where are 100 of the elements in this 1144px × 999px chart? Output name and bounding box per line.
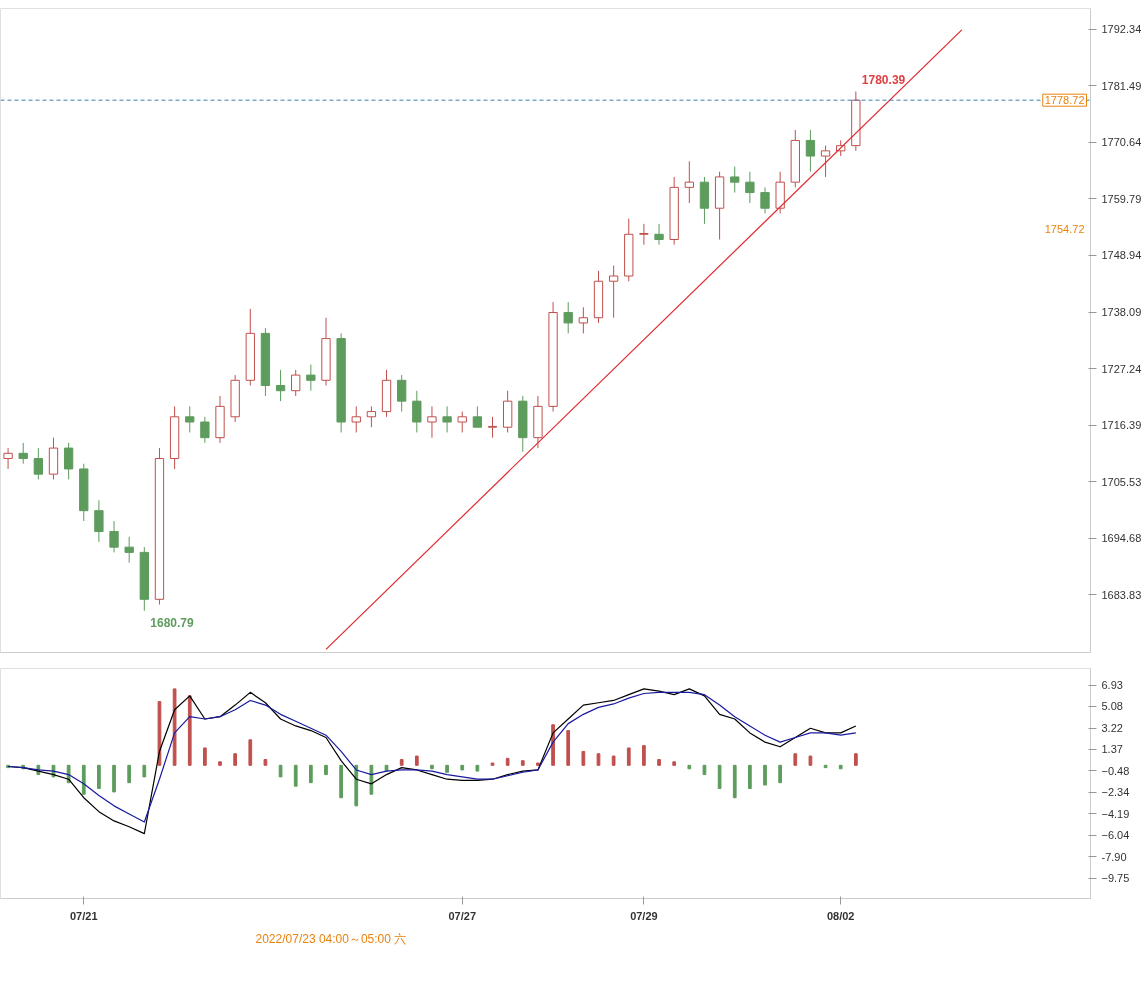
y-tick-label: 1727.24 bbox=[1101, 362, 1142, 375]
bar bbox=[248, 739, 253, 766]
bar bbox=[339, 764, 343, 799]
bar bbox=[263, 759, 268, 766]
bar bbox=[414, 755, 419, 766]
bar bbox=[748, 764, 752, 789]
bar bbox=[642, 745, 646, 766]
candlestick bbox=[639, 223, 649, 246]
bar bbox=[566, 730, 571, 766]
bar bbox=[324, 764, 328, 776]
y-tick-label: 1705.53 bbox=[1101, 475, 1142, 488]
candlestick bbox=[185, 405, 195, 433]
candlestick bbox=[472, 405, 483, 428]
candlestick bbox=[820, 145, 831, 178]
bar bbox=[853, 753, 858, 766]
candlestick bbox=[805, 129, 816, 173]
bar bbox=[717, 764, 722, 789]
candlestick bbox=[351, 405, 361, 433]
candlestick bbox=[487, 416, 498, 439]
text: 2022/07/23 04:00～05:00 六 bbox=[255, 931, 407, 946]
y-tick-label: 1716.39 bbox=[1101, 419, 1142, 432]
candlestick bbox=[3, 447, 13, 470]
bar bbox=[596, 753, 601, 766]
bar bbox=[838, 764, 843, 770]
x-tick-label: 07/27 bbox=[448, 909, 476, 922]
bar bbox=[763, 764, 767, 786]
bar bbox=[278, 764, 283, 778]
candlestick bbox=[457, 411, 467, 433]
bar bbox=[81, 764, 86, 795]
y-tick-label: 1781.49 bbox=[1101, 79, 1142, 92]
candlestick bbox=[124, 536, 134, 564]
y-tick-label: 6.93 bbox=[1101, 679, 1123, 692]
x-tick-label: 07/29 bbox=[630, 909, 658, 922]
bar bbox=[142, 764, 147, 778]
bar bbox=[536, 762, 540, 766]
bar bbox=[505, 757, 510, 766]
y-tick-label: 1694.68 bbox=[1101, 532, 1142, 545]
bar bbox=[112, 764, 116, 793]
y-tick-label: −9.75 bbox=[1101, 872, 1130, 885]
bar bbox=[399, 759, 404, 766]
bar bbox=[293, 764, 298, 787]
candlestick bbox=[275, 369, 286, 402]
candlestick bbox=[18, 442, 28, 465]
candlestick bbox=[33, 447, 44, 480]
candlestick bbox=[306, 364, 316, 392]
y-tick-label: −0.48 bbox=[1101, 764, 1130, 777]
y-tick-label: −4.19 bbox=[1101, 807, 1130, 820]
bar bbox=[157, 701, 162, 766]
x-tick-label: 08/02 bbox=[826, 909, 855, 922]
bar bbox=[218, 761, 222, 766]
bar bbox=[233, 753, 238, 766]
annotation: 1680.79 bbox=[150, 616, 195, 631]
bar bbox=[475, 764, 480, 772]
bar bbox=[672, 761, 677, 766]
y-tick-label: −2.34 bbox=[1101, 786, 1130, 799]
y-tick-label: 1759.79 bbox=[1101, 192, 1142, 205]
bar bbox=[369, 764, 374, 795]
bar bbox=[581, 750, 586, 766]
candlestick bbox=[109, 520, 119, 553]
candlestick bbox=[63, 442, 74, 480]
bar bbox=[490, 762, 495, 766]
bar bbox=[823, 764, 828, 769]
bar bbox=[657, 759, 661, 766]
bar bbox=[187, 695, 192, 766]
annotation: 1780.39 bbox=[861, 72, 906, 87]
candlestick bbox=[427, 405, 437, 439]
bar bbox=[520, 760, 525, 766]
candlestick bbox=[684, 160, 694, 204]
candlestick bbox=[608, 265, 619, 319]
bar bbox=[127, 764, 132, 784]
bar bbox=[172, 688, 177, 766]
y-tick-label: -7.90 bbox=[1101, 850, 1127, 863]
candlestick bbox=[200, 416, 210, 444]
candlestick bbox=[730, 166, 740, 194]
y-tick-label: 1748.94 bbox=[1101, 249, 1142, 262]
candlestick bbox=[412, 390, 422, 433]
bar bbox=[702, 764, 707, 776]
y-tick-label: 1738.09 bbox=[1101, 306, 1142, 319]
y-tick-label: 5.08 bbox=[1101, 700, 1123, 713]
candlestick bbox=[745, 171, 755, 204]
bar bbox=[732, 764, 737, 799]
bar bbox=[793, 753, 798, 766]
ref-line-label: 1778.72 bbox=[1044, 94, 1085, 107]
bar bbox=[778, 764, 783, 784]
y-tick-label: 1.37 bbox=[1101, 743, 1123, 756]
candlestick bbox=[654, 223, 664, 246]
bar bbox=[354, 764, 359, 807]
y-tick-label: 3.22 bbox=[1101, 722, 1123, 735]
bar bbox=[808, 755, 813, 766]
y-tick-label: 1792.34 bbox=[1101, 23, 1142, 36]
y-tick-label: 1683.83 bbox=[1101, 588, 1142, 601]
candlestick bbox=[578, 306, 589, 334]
candlestick bbox=[94, 499, 104, 543]
bar bbox=[430, 764, 434, 770]
bar bbox=[611, 755, 616, 766]
annotation: 1754.72 bbox=[1044, 222, 1085, 235]
bar bbox=[687, 764, 692, 770]
candlestick bbox=[563, 301, 573, 334]
y-tick-label: 1770.64 bbox=[1101, 136, 1142, 149]
candlestick bbox=[291, 369, 301, 397]
